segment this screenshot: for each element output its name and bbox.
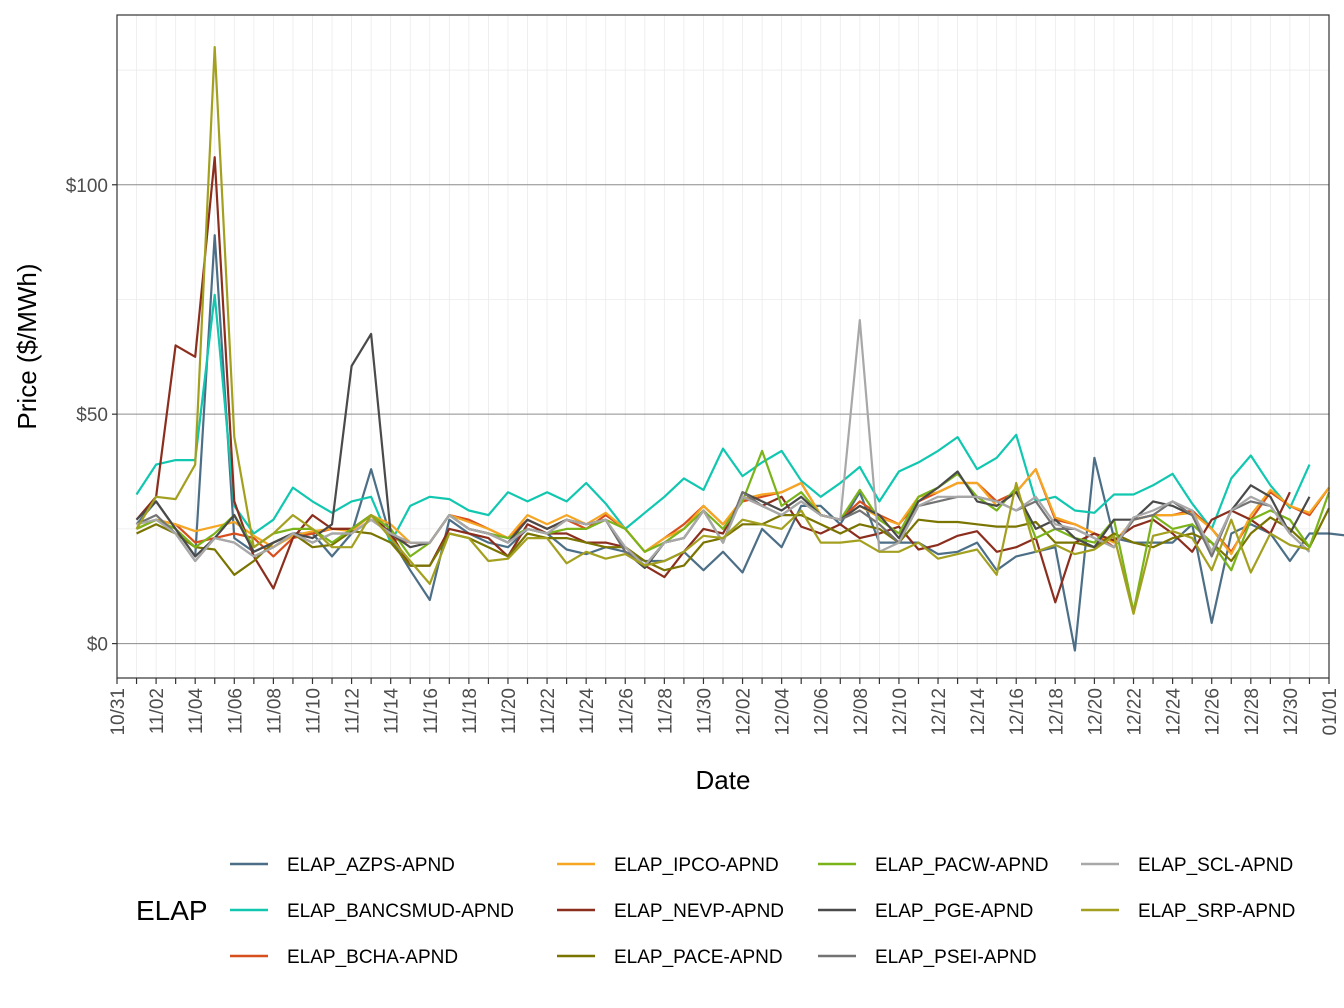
x-tick-label: 11/04 bbox=[186, 688, 207, 735]
x-tick-label: 12/22 bbox=[1125, 688, 1146, 736]
x-tick-label: 12/10 bbox=[890, 688, 911, 736]
legend-label: ELAP_PGE-APND bbox=[875, 901, 1033, 922]
x-tick-label: 11/30 bbox=[694, 688, 715, 734]
x-tick-label: 12/12 bbox=[929, 688, 950, 736]
series-line bbox=[136, 507, 1330, 576]
legend-label: ELAP_SCL-APND bbox=[1138, 855, 1293, 876]
legend: ELAP_AZPS-APND ELAP_BANCSMUD-APND ELAP_BCH… bbox=[230, 855, 1295, 968]
legend-label: ELAP_NEVP-APND bbox=[614, 901, 784, 922]
series-line bbox=[135, 45, 1310, 615]
x-tick-label: 12/16 bbox=[1007, 688, 1028, 736]
x-tick-label: 11/14 bbox=[382, 688, 403, 735]
x-tick-label: 12/28 bbox=[1242, 688, 1263, 736]
x-tick-label: 12/26 bbox=[1203, 688, 1224, 736]
x-tick-label: 11/10 bbox=[303, 688, 324, 734]
x-tick-label: 12/14 bbox=[968, 688, 989, 736]
series-line bbox=[135, 293, 1311, 544]
series-line bbox=[136, 319, 1311, 567]
axis-ticks: $0 $50 $100 10/31 11/02 11/04 11/06 11/08 11/10 1… bbox=[66, 176, 1341, 736]
y-tick-label: $50 bbox=[76, 405, 108, 426]
legend-label: ELAP_IPCO-APND bbox=[614, 855, 779, 876]
y-tick-label: $100 bbox=[66, 176, 108, 197]
x-tick-label: 12/04 bbox=[773, 688, 794, 736]
legend-label: ELAP_BCHA-APND bbox=[287, 947, 458, 968]
x-tick-label: 12/02 bbox=[734, 688, 755, 736]
series-layer bbox=[135, 45, 1344, 652]
x-tick-label: 11/02 bbox=[147, 688, 168, 734]
x-axis-title: Date bbox=[696, 765, 751, 795]
x-tick-label: 11/18 bbox=[460, 688, 481, 734]
x-tick-label: 11/22 bbox=[538, 688, 559, 734]
x-tick-label: 12/06 bbox=[812, 688, 833, 736]
grid-layer bbox=[116, 15, 1330, 678]
x-tick-label: 12/24 bbox=[1164, 688, 1185, 736]
x-tick-label: 11/28 bbox=[655, 688, 676, 734]
legend-label: ELAP_AZPS-APND bbox=[287, 855, 455, 876]
legend-label: ELAP_PSEI-APND bbox=[875, 947, 1037, 968]
x-tick-label: 11/12 bbox=[343, 688, 364, 734]
legend-label: ELAP_PACW-APND bbox=[875, 855, 1049, 876]
x-tick-label: 11/20 bbox=[499, 688, 520, 734]
y-axis-title: Price ($/MWh) bbox=[12, 263, 42, 429]
x-tick-label: 12/20 bbox=[1085, 688, 1106, 736]
x-tick-label: 11/08 bbox=[264, 688, 285, 734]
x-tick-label: 01/01 bbox=[1320, 688, 1341, 736]
legend-label: ELAP_BANCSMUD-APND bbox=[287, 901, 514, 922]
x-tick-label: 11/06 bbox=[225, 688, 246, 734]
x-tick-label: 11/26 bbox=[616, 688, 637, 734]
x-tick-label: 12/18 bbox=[1046, 688, 1067, 736]
y-tick-label: $0 bbox=[87, 635, 108, 656]
x-tick-label: 10/31 bbox=[108, 688, 129, 736]
legend-label: ELAP_PACE-APND bbox=[614, 947, 783, 968]
x-tick-label: 12/08 bbox=[851, 688, 872, 736]
legend-title: ELAP bbox=[136, 895, 208, 926]
x-tick-label: 11/16 bbox=[421, 688, 442, 734]
x-tick-label: 11/24 bbox=[577, 688, 598, 735]
x-tick-label: 12/30 bbox=[1281, 688, 1302, 736]
legend-label: ELAP_SRP-APND bbox=[1138, 901, 1295, 922]
